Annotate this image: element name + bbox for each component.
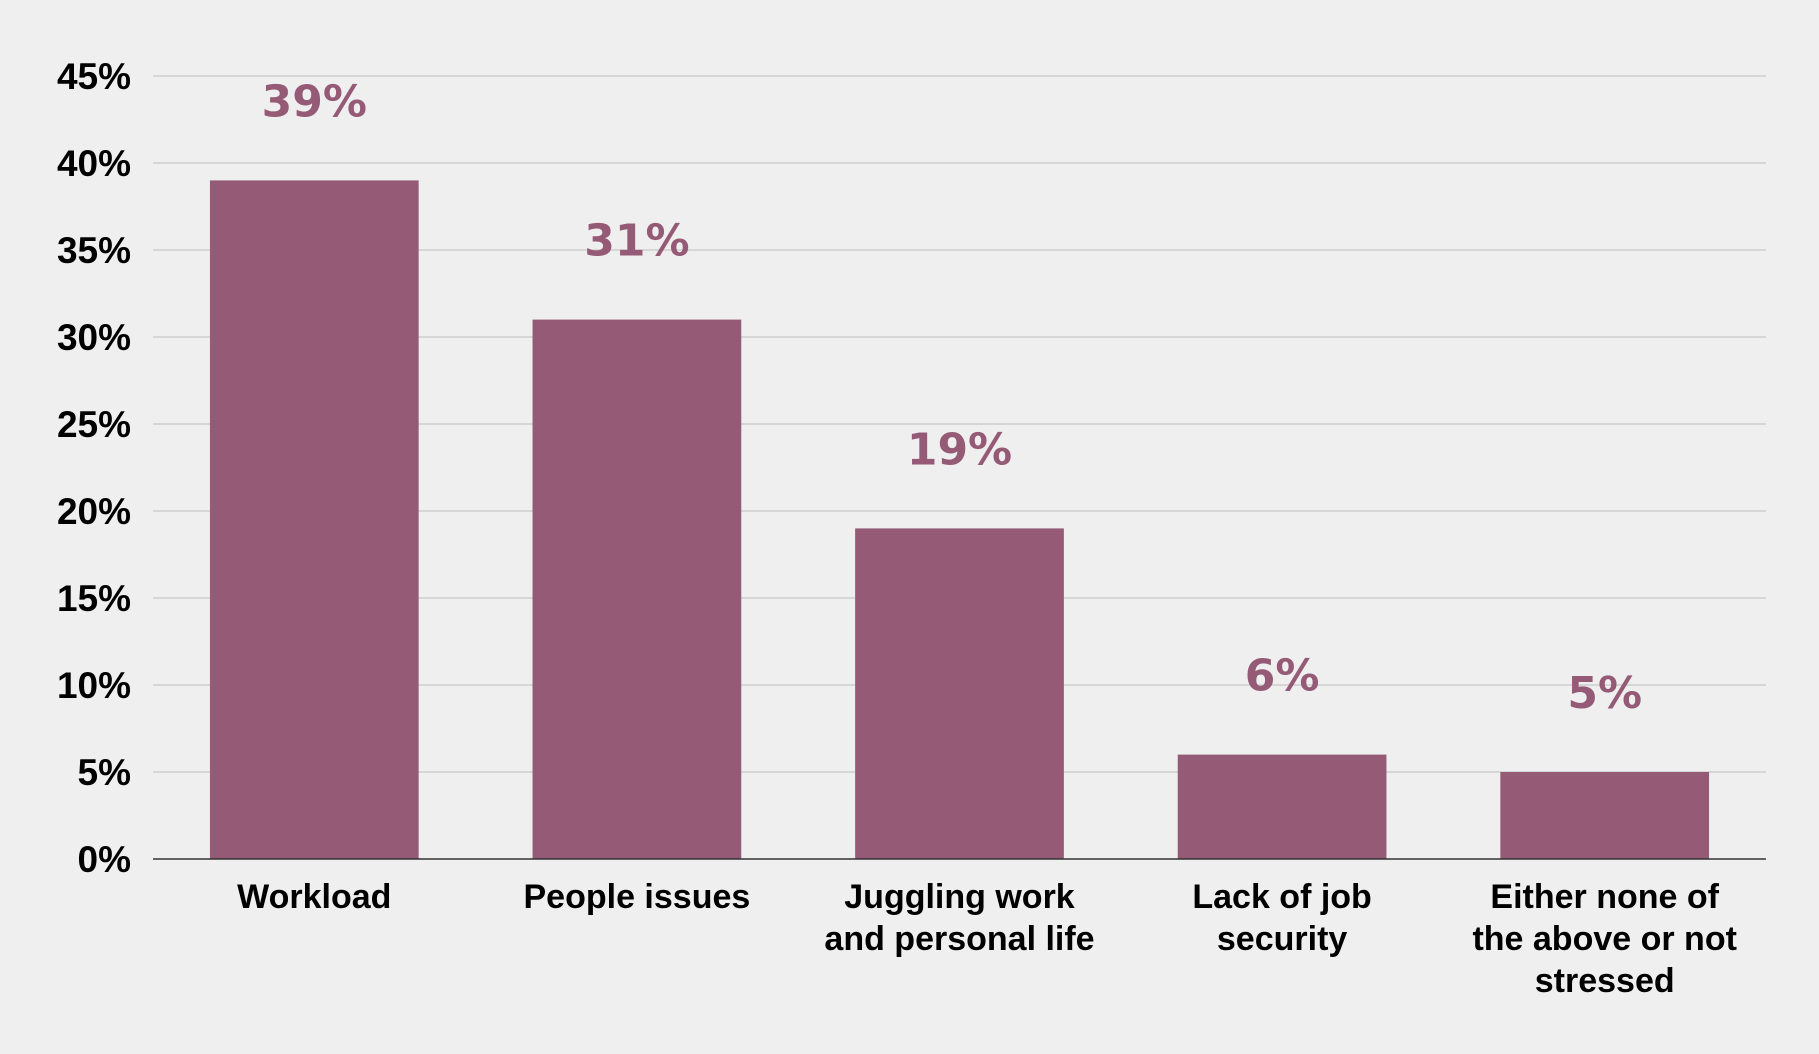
x-category-label-line: Either none of	[1490, 878, 1719, 916]
y-tick-label: 0%	[78, 839, 131, 880]
bar-value-label: 19%	[907, 424, 1012, 475]
data-labels: 39% 31% 19% 6% 5%	[262, 76, 1642, 719]
x-category-label-line: People issues	[524, 878, 751, 916]
x-category-label: Juggling work and personal life	[824, 878, 1094, 958]
bar	[209, 180, 419, 859]
x-category-label-line: the above or not	[1472, 920, 1736, 958]
x-category-label: Workload	[237, 878, 391, 916]
bar	[855, 528, 1064, 859]
y-tick-label: 40%	[57, 143, 131, 184]
x-axis-labels: Workload People issues Juggling work and pe…	[237, 878, 1737, 1000]
bar	[1177, 754, 1387, 859]
y-tick-label: 20%	[57, 491, 131, 532]
bar	[1500, 772, 1710, 859]
y-tick-label: 15%	[57, 578, 131, 619]
bar	[532, 319, 742, 860]
y-tick-label: 30%	[57, 317, 131, 358]
x-category-label-line: Lack of job	[1192, 878, 1371, 916]
x-category-label-line: and personal life	[824, 920, 1094, 958]
bar-value-label: 5%	[1567, 668, 1642, 719]
bars	[209, 180, 1710, 860]
bar-value-label: 31%	[584, 216, 689, 267]
x-category-label-line: Workload	[237, 878, 391, 916]
bar-value-label: 6%	[1245, 651, 1320, 702]
x-category-label-line: Juggling work	[844, 878, 1075, 916]
x-category-label: Lack of job security	[1192, 878, 1371, 958]
y-tick-label: 45%	[57, 56, 131, 97]
x-category-label: Either none of the above or not stressed	[1472, 878, 1736, 1000]
y-tick-label: 5%	[78, 752, 131, 793]
y-tick-label: 35%	[57, 230, 131, 271]
x-category-label-line: security	[1217, 920, 1347, 958]
y-axis-ticks: 0% 5% 10% 15% 20% 25% 30% 35% 40% 45%	[57, 56, 131, 880]
x-category-label: People issues	[524, 878, 751, 916]
bar-value-label: 39%	[262, 76, 367, 127]
y-tick-label: 25%	[57, 404, 131, 445]
y-tick-label: 10%	[57, 665, 131, 706]
x-category-label-line: stressed	[1535, 962, 1675, 1000]
grid-lines	[153, 75, 1766, 773]
